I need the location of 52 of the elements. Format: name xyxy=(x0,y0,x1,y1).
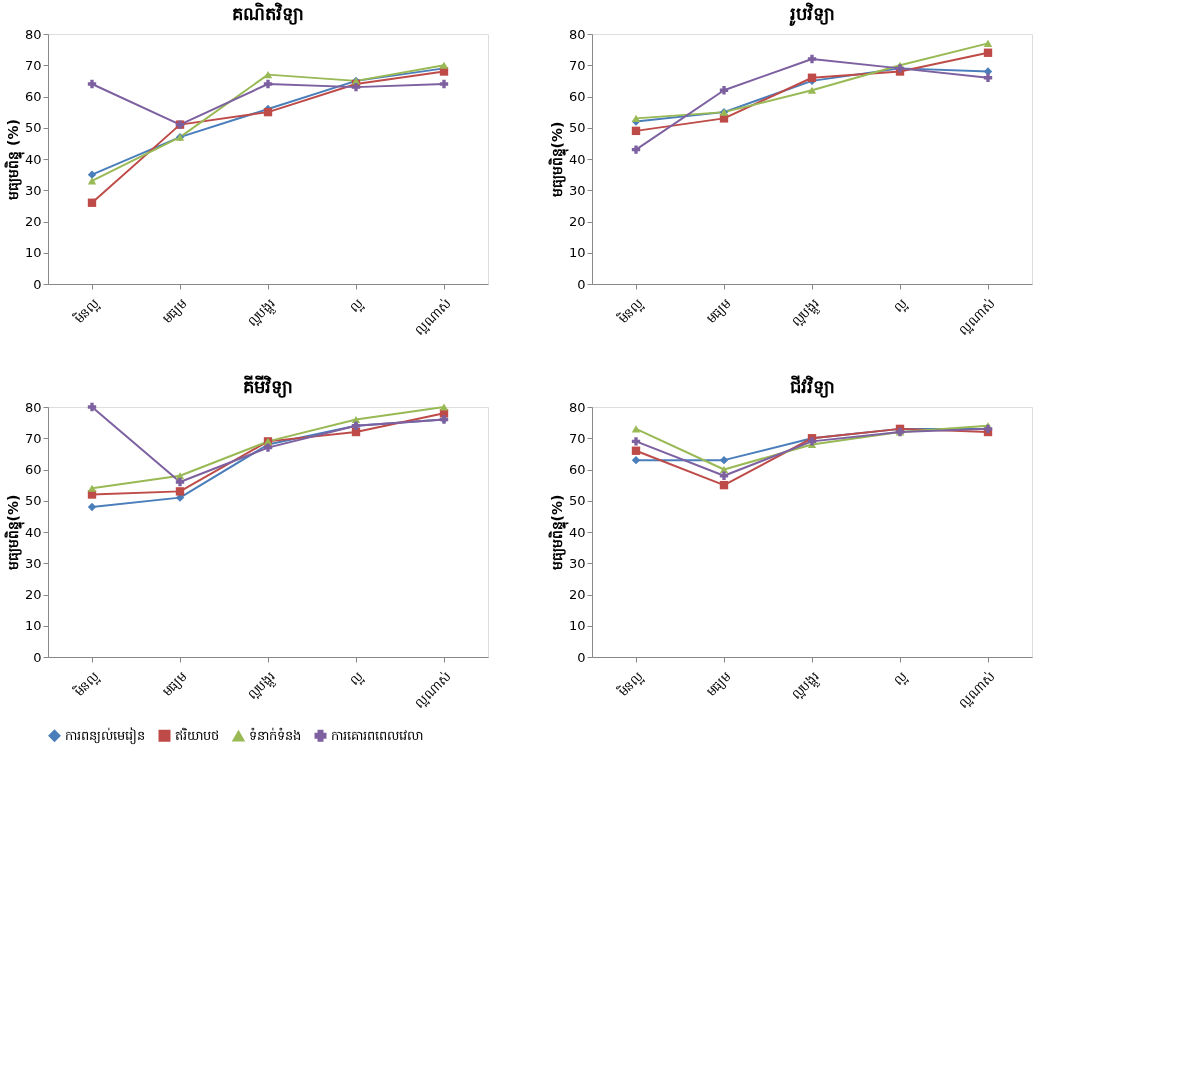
y-axis-title: មធ្យមពិន្ទុ(%) xyxy=(547,121,569,198)
y-tick-label: 40 xyxy=(568,151,586,167)
y-tick-label: 40 xyxy=(24,151,42,167)
x-tick-label: ល្អ xyxy=(890,296,911,316)
chart-title: រូបវិទ្យា xyxy=(788,2,835,27)
y-tick-label: 80 xyxy=(24,26,42,42)
y-tick-label: 80 xyxy=(568,26,586,42)
legend-label: ការគោរពពេលវេលា xyxy=(331,727,423,743)
x-tick-label: ល្អ xyxy=(346,296,367,316)
y-tick-label: 50 xyxy=(568,493,586,509)
legend-label: ទំនាក់ទំនង xyxy=(249,727,301,744)
y-tick-label: 50 xyxy=(24,493,42,509)
y-tick-label: 60 xyxy=(24,89,42,104)
y-tick-label: 30 xyxy=(568,182,586,198)
y-tick-label: 10 xyxy=(568,245,586,261)
y-tick-label: 30 xyxy=(568,555,586,571)
y-tick-label: 70 xyxy=(24,57,42,73)
y-tick-label: 60 xyxy=(24,462,42,477)
x-tick-label: ល្អ xyxy=(346,669,367,689)
y-tick-label: 20 xyxy=(24,214,42,229)
y-tick-label: 20 xyxy=(24,587,42,602)
y-tick-label: 10 xyxy=(568,618,586,634)
y-axis-title: មធ្យមពិន្ទុ(%) xyxy=(547,494,569,571)
legend-label: ឥរិយាបថ xyxy=(175,726,219,743)
legend-label: ការពន្យល់មេរៀន xyxy=(65,726,145,745)
y-tick-label: 30 xyxy=(24,182,42,198)
chart-title: ជីវវិទ្យា xyxy=(789,375,835,398)
y-tick-label: 0 xyxy=(33,276,42,292)
y-tick-label: 80 xyxy=(568,399,586,415)
x-tick-label: ល្អ xyxy=(890,669,911,689)
y-tick-label: 50 xyxy=(24,120,42,136)
y-tick-label: 10 xyxy=(24,245,42,261)
y-tick-label: 0 xyxy=(577,276,586,292)
y-tick-label: 70 xyxy=(24,430,42,446)
y-tick-label: 70 xyxy=(568,430,586,446)
y-tick-label: 30 xyxy=(24,555,42,571)
y-tick-label: 20 xyxy=(568,587,586,602)
y-tick-label: 40 xyxy=(24,524,42,540)
y-tick-label: 10 xyxy=(24,618,42,634)
y-tick-label: 0 xyxy=(577,649,586,665)
y-tick-label: 60 xyxy=(568,462,586,477)
y-axis-title: មធ្យមពិន្ទុ (%) xyxy=(3,119,25,200)
y-tick-label: 60 xyxy=(568,89,586,104)
y-tick-label: 70 xyxy=(568,57,586,73)
y-tick-label: 0 xyxy=(33,649,42,665)
y-tick-label: 80 xyxy=(24,399,42,415)
y-tick-label: 50 xyxy=(568,120,586,136)
chart-title: គណិតវិទ្យា xyxy=(232,2,304,25)
y-tick-label: 20 xyxy=(568,214,586,229)
y-axis-title: មធ្យមពិន្ទុ(%) xyxy=(3,494,25,571)
chart-title: គីមីវិទ្យា xyxy=(243,375,293,398)
y-tick-label: 40 xyxy=(568,524,586,540)
